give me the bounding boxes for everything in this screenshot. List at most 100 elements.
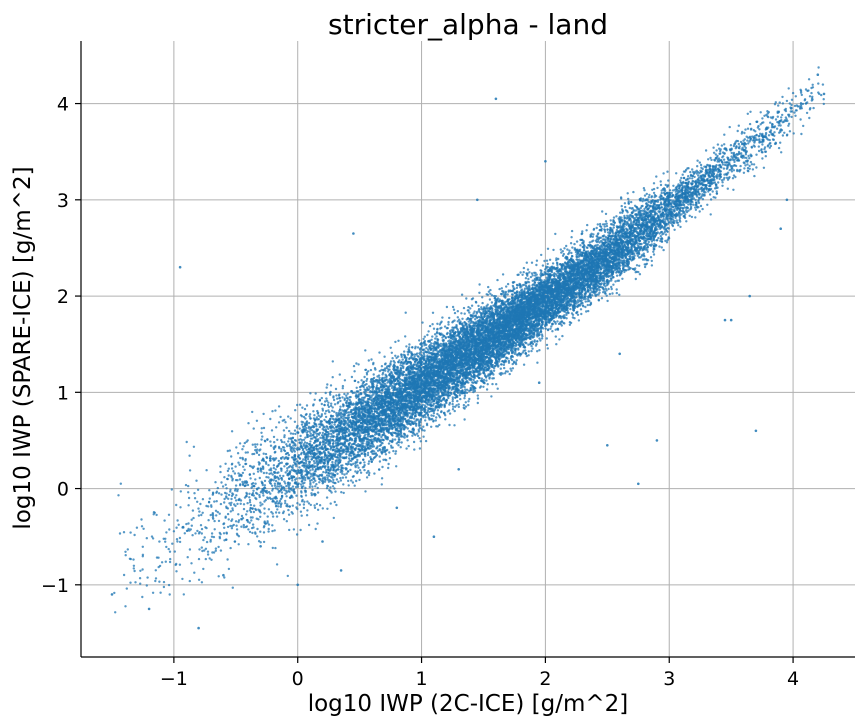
data-point	[337, 480, 340, 483]
data-point	[423, 335, 426, 338]
data-point	[669, 219, 673, 223]
data-point	[326, 383, 329, 386]
data-point	[694, 208, 698, 211]
data-point	[271, 410, 274, 413]
data-point	[193, 497, 197, 500]
data-point	[476, 397, 480, 400]
data-point	[299, 483, 303, 486]
data-point	[675, 219, 678, 222]
data-point	[202, 567, 205, 571]
data-point	[270, 429, 274, 432]
data-point	[643, 194, 647, 197]
data-point	[302, 503, 306, 506]
chart-title: stricter_alpha - land	[328, 8, 608, 41]
data-point	[634, 277, 637, 281]
data-point	[802, 124, 805, 128]
data-point	[355, 362, 358, 365]
data-point	[356, 470, 359, 473]
data-point	[402, 373, 405, 377]
data-point	[739, 164, 742, 168]
data-point	[403, 350, 406, 353]
data-point	[366, 451, 370, 455]
data-point	[138, 577, 142, 580]
data-point	[485, 293, 488, 296]
data-point	[392, 449, 395, 453]
data-point	[316, 491, 320, 494]
data-point	[316, 508, 320, 511]
data-point	[554, 335, 557, 338]
data-point	[187, 491, 190, 494]
data-point	[304, 478, 307, 482]
data-point	[495, 383, 498, 386]
data-point	[387, 466, 390, 470]
data-point	[359, 471, 363, 474]
data-point	[133, 533, 136, 537]
data-point	[114, 611, 117, 614]
data-point	[313, 398, 316, 401]
data-point	[206, 550, 210, 553]
data-point	[610, 285, 613, 289]
data-point	[569, 307, 572, 311]
data-point	[271, 529, 274, 533]
data-point	[736, 129, 739, 133]
data-point	[269, 455, 272, 458]
data-point	[456, 310, 459, 313]
data-point	[285, 495, 288, 498]
data-point	[275, 515, 279, 518]
data-point	[314, 392, 317, 395]
data-point	[556, 320, 559, 323]
data-point	[486, 383, 489, 386]
data-point	[584, 297, 587, 301]
data-point	[568, 249, 571, 252]
data-point	[699, 204, 703, 208]
data-point	[160, 561, 164, 564]
data-point	[569, 242, 573, 245]
data-point	[527, 350, 530, 353]
data-point	[430, 414, 433, 417]
data-point	[463, 418, 466, 421]
data-point	[746, 139, 749, 142]
data-point	[453, 424, 456, 427]
data-point	[285, 520, 288, 523]
data-point	[701, 207, 704, 211]
data-point	[575, 240, 579, 243]
data-point	[154, 579, 157, 583]
data-point	[280, 502, 283, 505]
data-point	[206, 553, 210, 556]
data-point	[677, 224, 680, 227]
data-point	[198, 510, 201, 513]
data-point	[752, 163, 756, 166]
data-point	[267, 527, 270, 531]
data-point	[214, 547, 218, 550]
data-point	[655, 175, 658, 178]
data-point	[764, 155, 767, 158]
data-point	[216, 486, 219, 490]
data-point	[262, 531, 266, 534]
data-point	[350, 375, 354, 379]
data-point	[274, 409, 277, 412]
data-point	[262, 494, 265, 497]
data-point	[600, 297, 604, 300]
data-point	[241, 480, 244, 484]
data-point	[140, 525, 144, 528]
data-point	[744, 128, 747, 131]
data-point	[743, 167, 746, 170]
data-point	[260, 438, 263, 441]
data-point	[292, 528, 296, 531]
data-point	[215, 514, 218, 517]
data-point	[298, 466, 301, 469]
data-point	[424, 419, 427, 422]
data-point	[631, 207, 634, 210]
data-point	[258, 476, 261, 480]
data-point	[482, 385, 485, 388]
data-point	[535, 263, 538, 267]
data-point	[781, 95, 784, 99]
data-point	[735, 152, 738, 156]
data-point	[808, 95, 812, 98]
data-point	[163, 519, 166, 522]
data-point	[313, 414, 316, 417]
data-point	[378, 455, 381, 458]
data-point	[342, 483, 345, 486]
